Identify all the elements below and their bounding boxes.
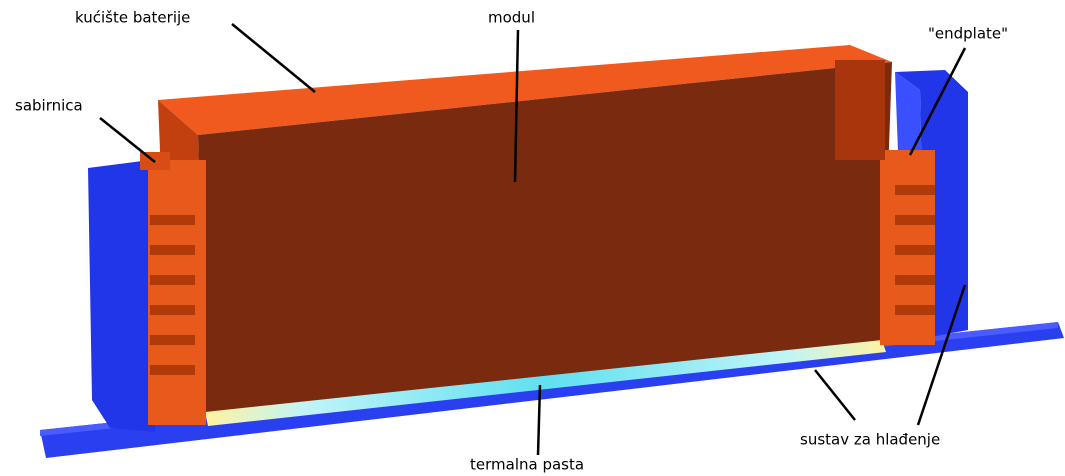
label: "endplate" <box>928 25 1008 43</box>
left-ribs <box>150 215 195 375</box>
leader <box>908 47 967 156</box>
leader <box>231 23 316 93</box>
leader <box>814 369 856 421</box>
module-front <box>198 62 892 418</box>
label: kućište baterije <box>75 9 190 27</box>
left-endplate <box>148 160 206 425</box>
leader-lines <box>99 23 967 456</box>
leader <box>99 117 156 163</box>
right-ribs <box>895 185 935 315</box>
label: termalna pasta <box>470 456 584 474</box>
leader <box>513 29 520 183</box>
left-wall <box>88 160 155 432</box>
thermal-paste <box>205 340 886 426</box>
right-bracket <box>835 60 885 160</box>
module-top <box>158 45 892 135</box>
render <box>40 45 1064 458</box>
label: sabirnica <box>15 97 83 115</box>
leader <box>536 384 542 456</box>
label: sustav za hlađenje <box>800 431 940 449</box>
label: modul <box>488 9 535 27</box>
leader <box>916 284 967 426</box>
